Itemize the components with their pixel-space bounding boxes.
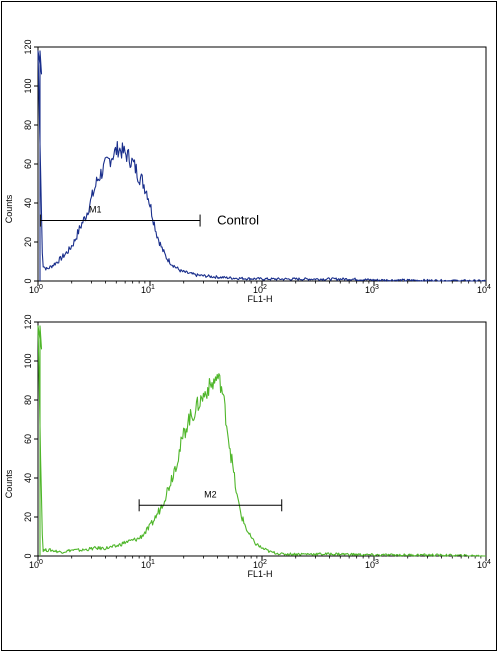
panel-2-x-tick-label: 102 (253, 559, 267, 570)
panel-1-y-tick-label: 120 (23, 39, 33, 54)
panel-2-x-tick-label: 104 (477, 559, 491, 570)
panel-1-y-tick-label: 20 (23, 237, 33, 247)
panel-1-x-axis-label: FL1-H (247, 294, 272, 304)
panel-2-x-tick-label: 103 (365, 559, 379, 570)
panel-1-y-tick-label: 80 (23, 120, 33, 130)
panel-2-gate-label: M2 (204, 489, 217, 499)
panel-2-x-axis-label: FL1-H (247, 569, 272, 579)
panel-1-histogram-line (37, 50, 487, 282)
panel-2-y-tick-label: 0 (23, 553, 33, 558)
panel-1-y-tick-label: 0 (23, 278, 33, 283)
panel-1-chart: 0 20 40 60 80 100 120 100 101 102 103 104 FL1-H Count… (4, 39, 491, 304)
panel-2-y-tick-label: 100 (23, 353, 33, 368)
panel-2-x-tick-label: 100 (29, 559, 43, 570)
panel-2-chart: 0 20 40 60 80 100 120 100 101 102 103 104 FL1-H Count… (4, 314, 491, 579)
panel-1-x-tick-label: 100 (29, 284, 43, 295)
panel-2-plot-area (37, 321, 487, 557)
panel-1-x-tick-label: 102 (253, 284, 267, 295)
panel-2-histogram-line (37, 325, 486, 557)
panel-2-y-tick-label: 60 (23, 434, 33, 444)
panel-1-y-tick-label: 100 (23, 78, 33, 93)
panel-1-y-tick-label: 40 (23, 198, 33, 208)
panel-2-y-tick-label: 120 (23, 314, 33, 329)
panel-2-y-axis-label: Counts (4, 469, 14, 498)
panel-1-gate-label: M1 (89, 205, 102, 215)
panel-1-annotation-label: Control (217, 213, 259, 228)
panel-2-x-tick-label: 101 (141, 559, 155, 570)
panel-2-y-tick-label: 20 (23, 512, 33, 522)
panel-2-y-tick-label: 80 (23, 395, 33, 405)
panel-1-x-tick-label: 103 (365, 284, 379, 295)
panel-1-plot-area (37, 46, 487, 282)
panel-2-y-tick-label: 40 (23, 473, 33, 483)
panel-1-y-tick-label: 60 (23, 159, 33, 169)
panel-1-x-tick-label: 101 (141, 284, 155, 295)
panel-1-x-tick-label: 104 (477, 284, 491, 295)
panel-1-y-axis-label: Counts (4, 194, 14, 223)
